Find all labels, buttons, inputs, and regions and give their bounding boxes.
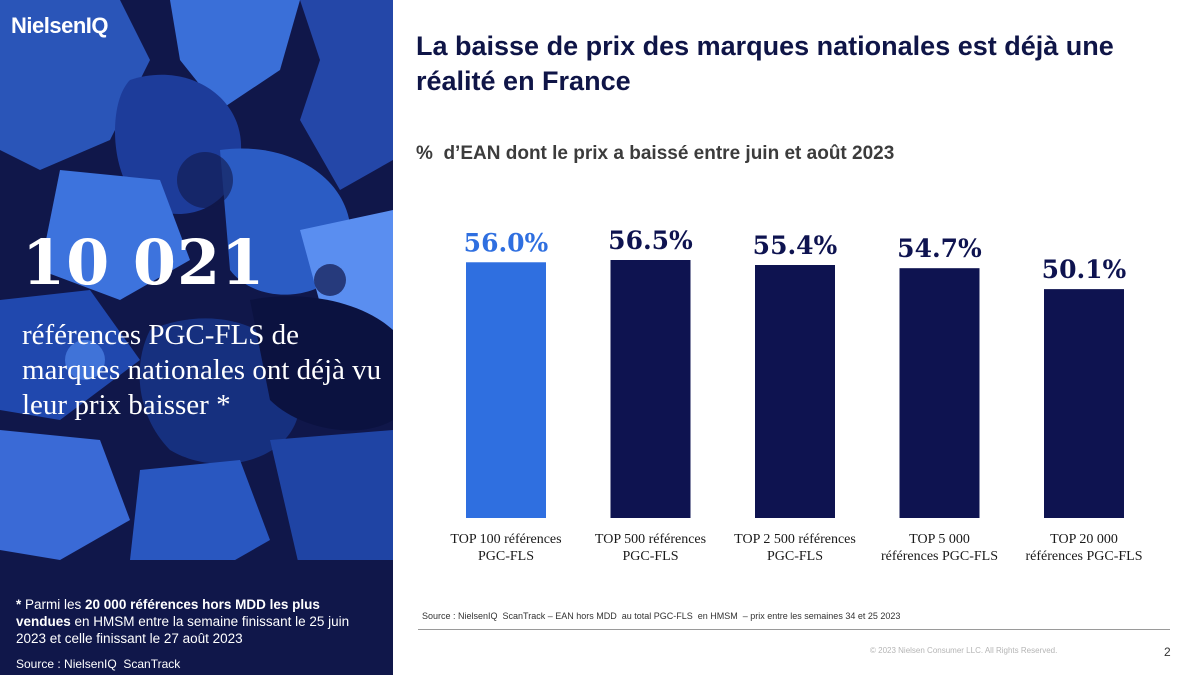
nielseniq-logo: NielsenIQ — [11, 13, 108, 38]
page-number: 2 — [1164, 645, 1171, 659]
chart-subtitle: % d’EAN dont le prix a baissé entre juin… — [416, 143, 895, 164]
category-label-5-line-2: références PGC-FLS — [1025, 549, 1142, 564]
category-label-1-line-1: TOP 100 références — [450, 532, 561, 547]
footnote-bold-2: les plus vendues — [16, 597, 320, 629]
footnote-text-3: en HMSM entre la semaine finissant le 25… — [16, 614, 350, 646]
value-label-1: 56.0% — [464, 228, 549, 257]
category-label-1-line-2: PGC-FLS — [478, 549, 534, 564]
headline-description: références PGC-FLS de marques nationales… — [22, 319, 382, 421]
category-label-2-line-1: TOP 500 références — [595, 532, 706, 547]
category-label-4-line-1: TOP 5 000 — [909, 532, 970, 547]
bar-3 — [755, 265, 835, 518]
bar-5 — [1044, 289, 1124, 518]
slide-title: La baisse de prix des marques nationales… — [416, 31, 1114, 96]
category-label-3-line-2: PGC-FLS — [767, 549, 823, 564]
category-label-2-line-2: PGC-FLS — [622, 549, 678, 564]
footer-divider — [418, 629, 1170, 630]
category-label-3-line-1: TOP 2 500 références — [734, 532, 856, 547]
footnote-star: * — [16, 597, 22, 612]
footnote-text-1: Parmi les — [21, 597, 86, 612]
decorative-illustration — [0, 0, 393, 675]
value-label-5: 50.1% — [1042, 255, 1127, 284]
value-label-2: 56.5% — [608, 226, 693, 255]
bar-chart: 56.0% TOP 100 références PGC-FLS 56.5% TOP 5… — [450, 226, 1142, 564]
headline-number: 10 021 — [22, 226, 266, 299]
source-note: Source : NielsenIQ ScanTrack – EAN hors … — [422, 611, 901, 621]
footnote-bold-1: 20 000 références hors MDD — [85, 597, 266, 612]
value-label-3: 55.4% — [753, 231, 838, 260]
bar-2 — [610, 260, 691, 518]
value-label-4: 54.7% — [897, 234, 982, 263]
left-panel: NielsenIQ 10 021 références PGC-FLS de m… — [0, 0, 393, 675]
bar-4 — [899, 268, 980, 518]
bar-1 — [466, 262, 546, 518]
left-source: Source : NielsenIQ ScanTrack — [16, 657, 181, 671]
footnote: * Parmi les 20 000 références hors MDD l… — [16, 596, 376, 647]
category-label-5-line-1: TOP 20 000 — [1050, 532, 1118, 547]
copyright: © 2023 Nielsen Consumer LLC. All Rights … — [870, 646, 1058, 655]
category-label-4-line-2: références PGC-FLS — [881, 549, 998, 564]
